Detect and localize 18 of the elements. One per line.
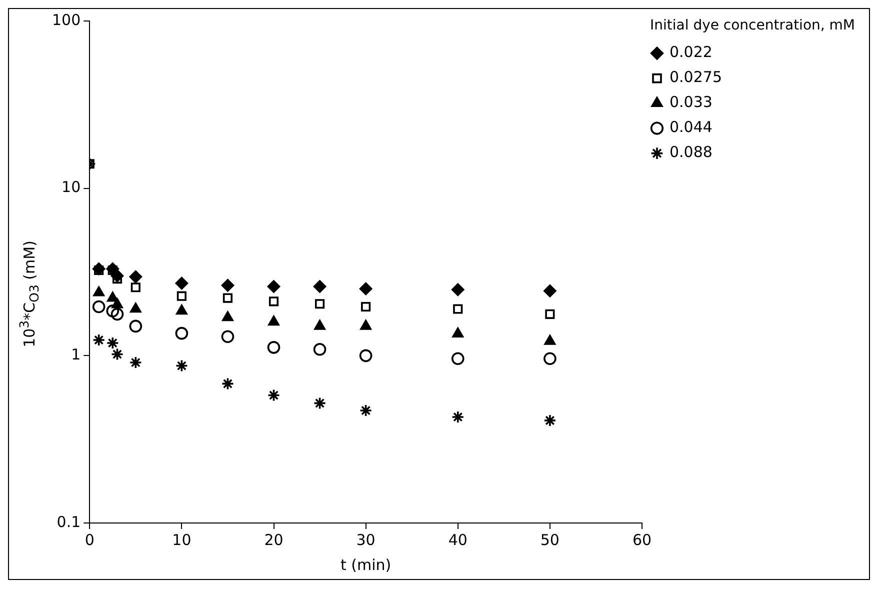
x-tick-label: 50	[540, 530, 560, 549]
legend-label: 0.0275	[669, 68, 722, 86]
y-tick-label: 0.1	[56, 512, 81, 531]
y-tick-label: 100	[52, 10, 81, 29]
x-tick-label: 0	[84, 530, 94, 549]
legend-label: 0.033	[669, 93, 712, 112]
y-tick-label: 10	[62, 178, 81, 196]
x-tick-label: 30	[356, 530, 376, 549]
x-axis-title: t (min)	[340, 556, 392, 574]
y-tick-label: 1	[71, 346, 81, 364]
x-tick-label: 60	[632, 530, 652, 549]
x-tick-label: 20	[264, 530, 284, 549]
legend-label: 0.022	[669, 43, 712, 62]
legend-label: 0.044	[669, 118, 712, 136]
legend-title: Initial dye concentration, mM	[650, 18, 856, 34]
x-tick-label: 10	[172, 530, 192, 549]
legend-label: 0.088	[669, 143, 712, 162]
x-tick-label: 40	[448, 530, 468, 549]
